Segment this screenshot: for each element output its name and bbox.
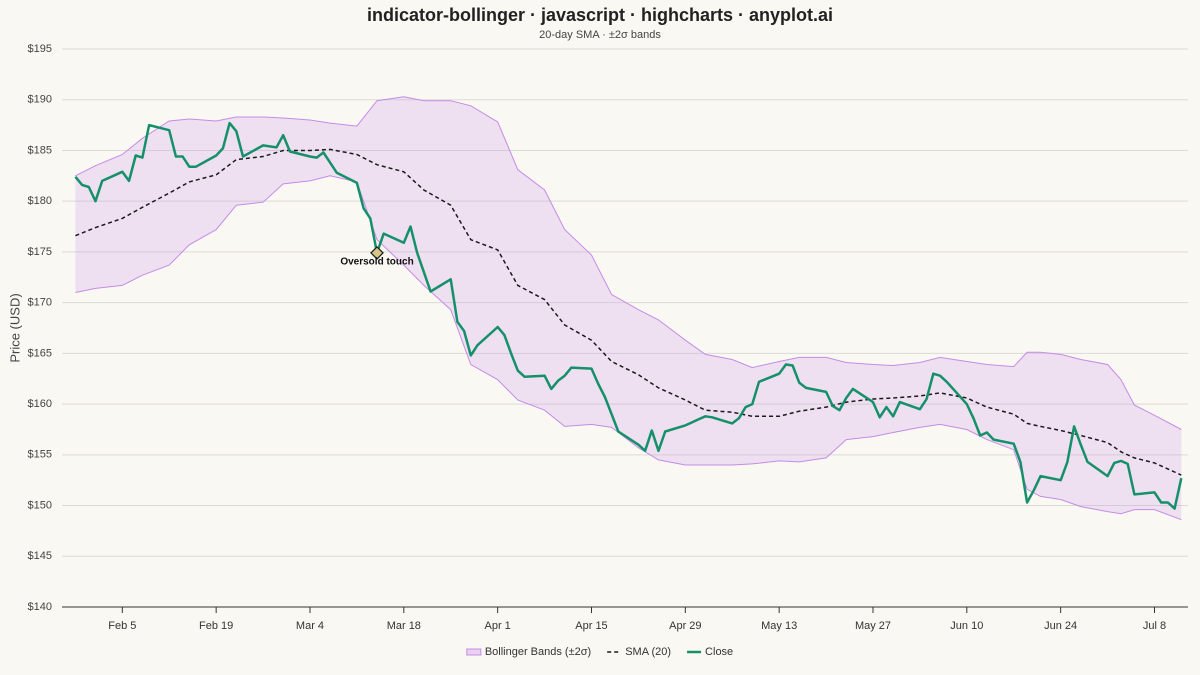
y-tick-label: $165 bbox=[28, 347, 52, 359]
x-tick-label: Jul 8 bbox=[1143, 620, 1166, 632]
y-axis-title: Price (USD) bbox=[7, 293, 22, 362]
x-tick-label: Apr 29 bbox=[669, 620, 701, 632]
y-tick-label: $190 bbox=[28, 94, 52, 106]
x-tick-label: May 27 bbox=[855, 620, 891, 632]
legend-item: SMA (20) bbox=[607, 646, 671, 658]
legend: Bollinger Bands (±2σ) SMA (20) Close bbox=[466, 646, 733, 658]
x-tick-label: Mar 4 bbox=[296, 620, 324, 632]
x-tick-label: May 13 bbox=[761, 620, 797, 632]
y-tick-label: $160 bbox=[28, 398, 52, 410]
y-tick-label: $170 bbox=[28, 297, 52, 309]
y-tick-label: $175 bbox=[28, 246, 52, 258]
chart-subtitle: 20-day SMA · ±2σ bands bbox=[539, 29, 661, 41]
x-tick-label: Jun 24 bbox=[1044, 620, 1077, 632]
y-tick-label: $195 bbox=[28, 43, 52, 55]
x-tick-label: Apr 1 bbox=[485, 620, 511, 632]
annotation-label: Oversold touch bbox=[340, 257, 413, 268]
y-tick-label: $185 bbox=[28, 144, 52, 156]
y-tick-label: $155 bbox=[28, 449, 52, 461]
x-tick-label: Jun 10 bbox=[950, 620, 983, 632]
close-line bbox=[74, 121, 1183, 510]
legend-label: Close bbox=[705, 646, 733, 658]
legend-label: Bollinger Bands (±2σ) bbox=[485, 646, 591, 658]
chart-title: indicator-bollinger · javascript · highc… bbox=[367, 5, 833, 25]
legend-item: Bollinger Bands (±2σ) bbox=[466, 646, 591, 658]
x-tick-label: Mar 18 bbox=[387, 620, 421, 632]
y-tick-label: $150 bbox=[28, 499, 52, 511]
band-fill bbox=[75, 96, 1182, 520]
y-tick-label: $145 bbox=[28, 550, 52, 562]
legend-item: Close bbox=[687, 646, 733, 658]
x-tick-label: Apr 15 bbox=[575, 620, 607, 632]
x-tick-label: Feb 19 bbox=[199, 620, 233, 632]
annotation-marker bbox=[370, 246, 384, 260]
x-tick-label: Feb 5 bbox=[108, 620, 136, 632]
legend-swatch bbox=[466, 648, 482, 656]
y-tick-label: $140 bbox=[28, 601, 52, 613]
legend-label: SMA (20) bbox=[625, 646, 671, 658]
y-tick-label: $180 bbox=[28, 195, 52, 207]
band-upper bbox=[75, 96, 1182, 430]
